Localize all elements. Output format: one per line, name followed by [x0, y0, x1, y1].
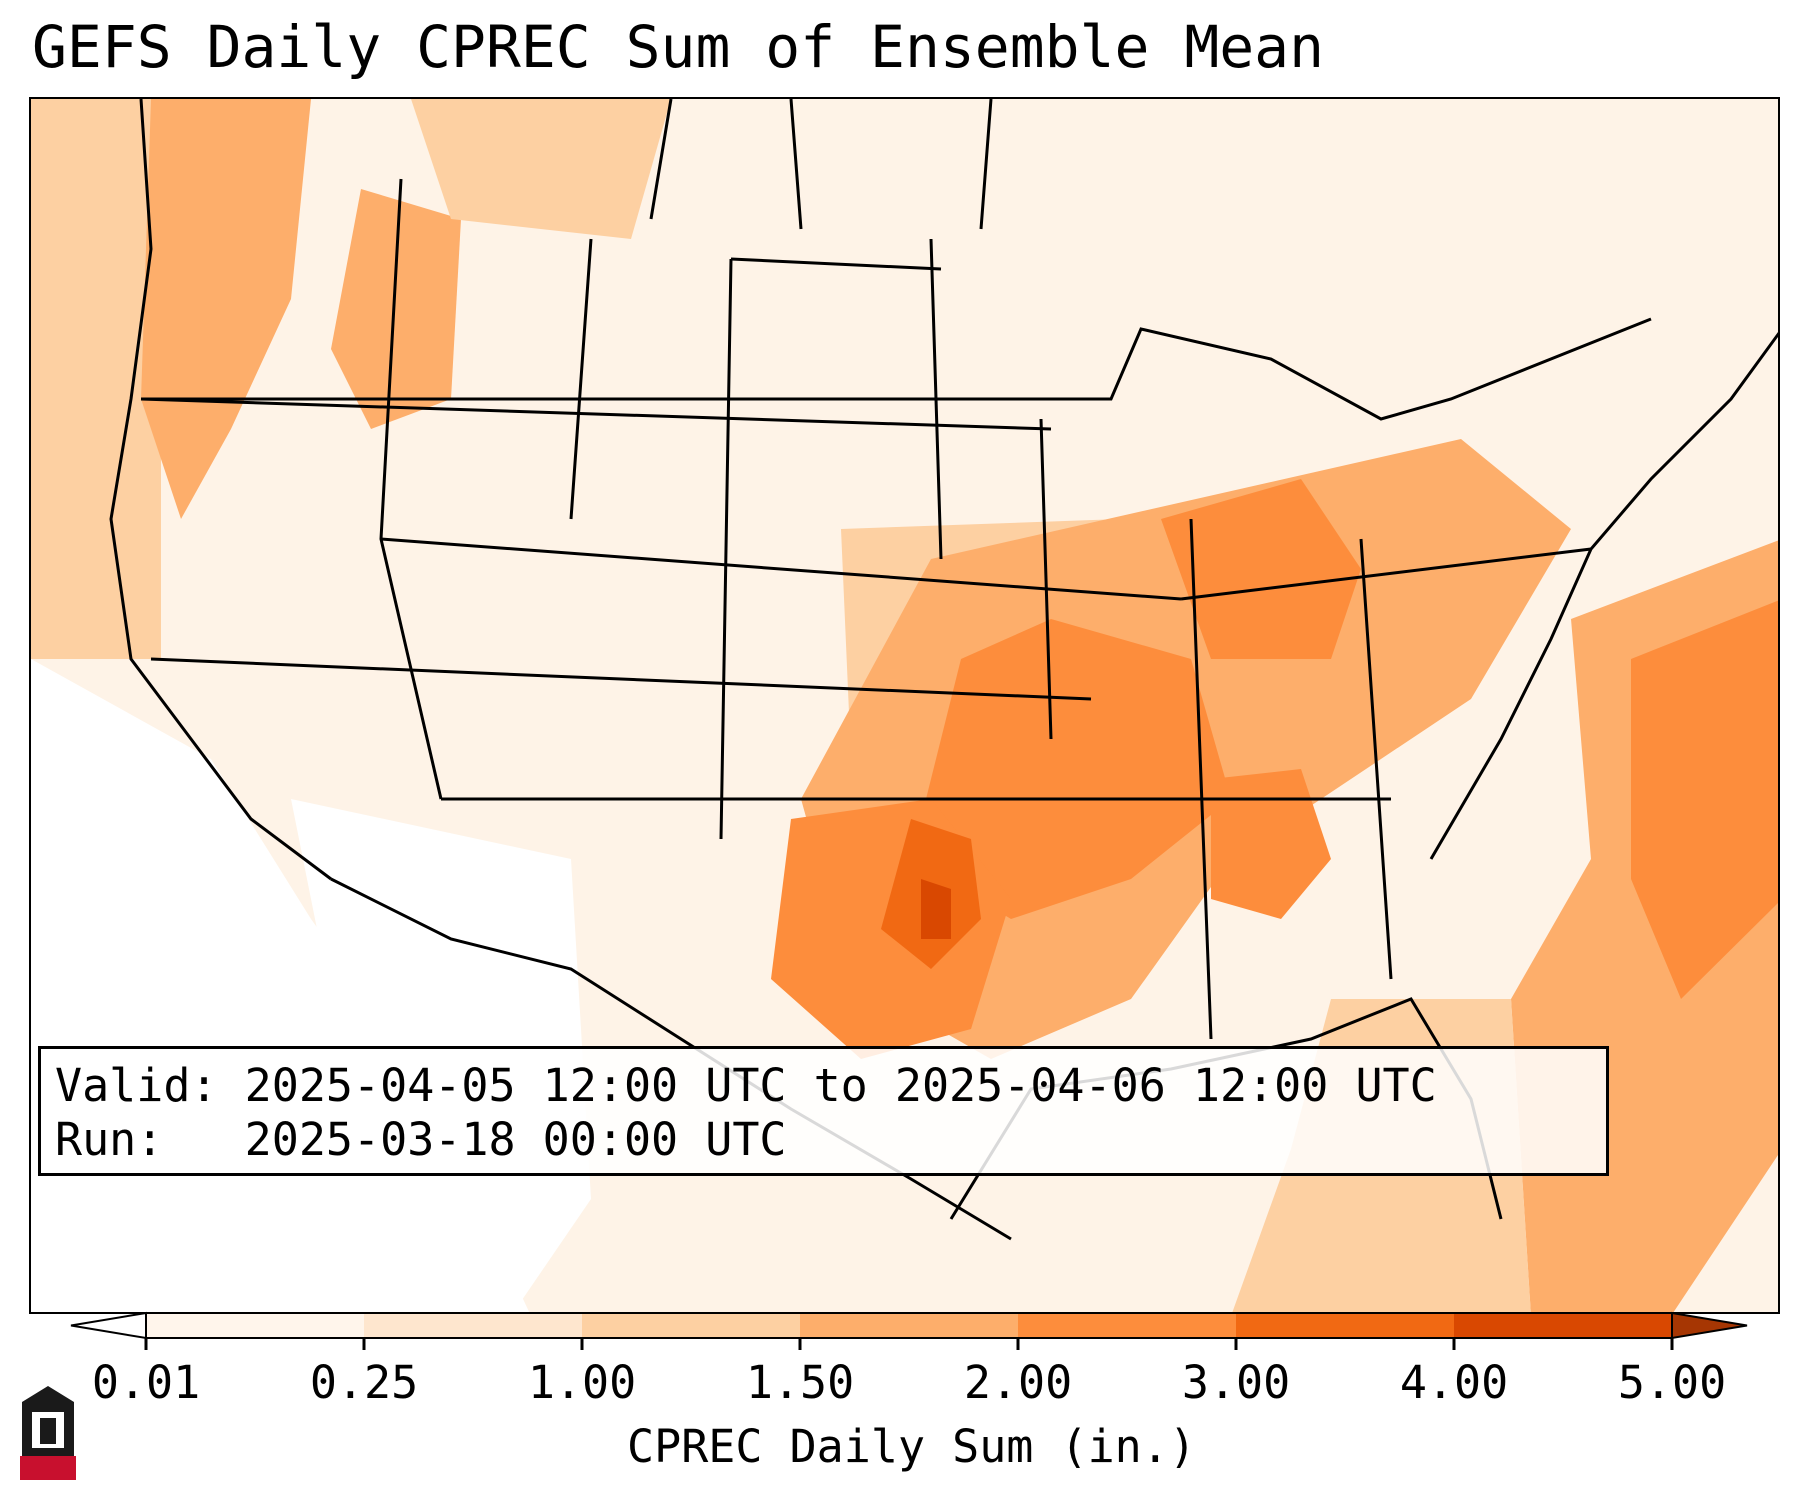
logo-door [40, 1418, 56, 1444]
colorbar-tick-label: 2.00 [963, 1356, 1073, 1409]
colorbar-segments [70, 1311, 1748, 1340]
colorbar-outline [145, 1312, 1673, 1339]
valid-row: Valid: 2025-04-05 12:00 UTC to 2025-04-0… [55, 1059, 1592, 1113]
run-row: Run: 2025-03-18 00:00 UTC [55, 1113, 1592, 1167]
niu-logo [20, 1386, 76, 1480]
state-lines-horizontal [140, 257, 1592, 801]
colorbar-tick-label: 5.00 [1617, 1356, 1727, 1409]
precip-alabama [1211, 769, 1331, 919]
precip-oregon-coast [141, 99, 311, 519]
canada-border [141, 317, 1652, 421]
colorbar-tick-label: 4.00 [1399, 1356, 1509, 1409]
run-value: 2025-03-18 00:00 UTC [244, 1113, 787, 1166]
colorbar [70, 1311, 1748, 1350]
precip-atlantic-core [1631, 600, 1778, 999]
colorbar-ticks [144, 1338, 1674, 1350]
west-coastline [109, 99, 332, 881]
map-title: GEFS Daily CPREC Sum of Ensemble Mean [32, 13, 1325, 81]
colorbar-tick-label: 1.00 [527, 1356, 637, 1409]
colorbar-max-extension [1671, 1311, 1748, 1340]
colorbar-segment [146, 1313, 365, 1338]
colorbar-segment [364, 1313, 583, 1338]
precip-canada-bc [411, 99, 671, 239]
logo-band [20, 1456, 76, 1480]
colorbar-tick-label: 1.50 [745, 1356, 855, 1409]
colorbar-segment [1018, 1313, 1237, 1338]
run-label: Run: [55, 1113, 164, 1166]
info-box: Valid: 2025-04-05 12:00 UTC to 2025-04-0… [38, 1046, 1609, 1176]
colorbar-tick-label: 0.25 [309, 1356, 419, 1409]
precip-idaho [331, 189, 461, 429]
colorbar-tick-label: 0.01 [91, 1356, 201, 1409]
colorbar-tick-label: 3.00 [1181, 1356, 1291, 1409]
canada-province-lines [649, 99, 993, 230]
us-mexico-border [330, 877, 1012, 1241]
colorbar-segment [800, 1313, 1019, 1338]
precip-pacific-nw [31, 99, 161, 659]
valid-label: Valid: [55, 1059, 218, 1112]
precip-max-core [921, 879, 951, 939]
colorbar-label: CPREC Daily Sum (in.) [627, 1420, 1196, 1473]
valid-value: 2025-04-05 12:00 UTC to 2025-04-06 12:00… [244, 1059, 1437, 1112]
colorbar-segment [1236, 1313, 1455, 1338]
boundaries [109, 99, 1778, 1241]
colorbar-segment [1454, 1313, 1673, 1338]
precip-ohio [1161, 479, 1361, 659]
colorbar-segment [582, 1313, 801, 1338]
colorbar-min-extension [70, 1311, 147, 1340]
